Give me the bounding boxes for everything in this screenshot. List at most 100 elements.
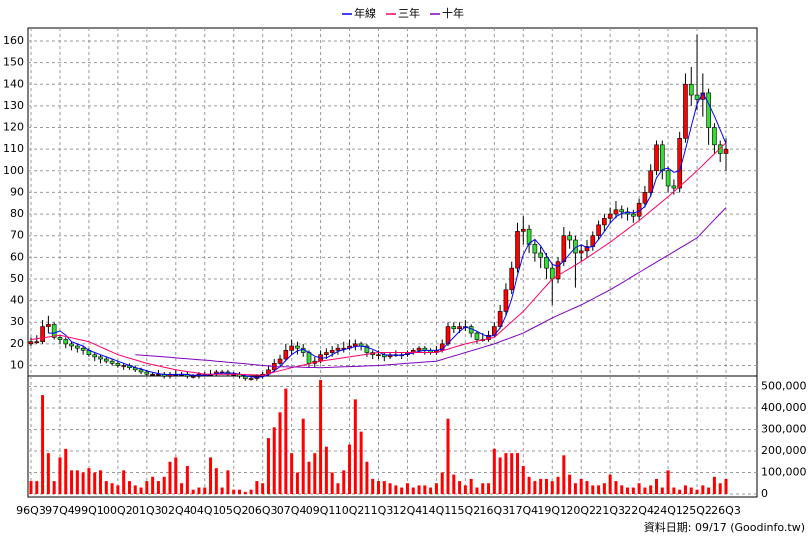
candle-body xyxy=(544,257,549,269)
candle-body xyxy=(376,354,381,356)
y-tick-label: 40 xyxy=(10,294,24,307)
volume-bar xyxy=(145,481,149,494)
legend-label: 三年 xyxy=(398,6,420,20)
y-tick-label: 60 xyxy=(10,250,24,263)
x-tick-label: 11Q3 xyxy=(364,504,394,517)
volume-bar xyxy=(666,470,670,494)
candle-body xyxy=(156,373,161,376)
volume-bar xyxy=(527,476,531,494)
volume-bar xyxy=(533,481,537,494)
x-tick-label: 00Q2 xyxy=(103,504,133,517)
candle-body xyxy=(723,148,729,154)
x-tick-label: 12Q4 xyxy=(393,504,423,517)
x-tick-label: 21Q3 xyxy=(595,504,625,517)
volume-bar xyxy=(371,478,375,494)
volume-bar xyxy=(487,483,491,494)
volume-bar xyxy=(411,487,415,494)
candle-body xyxy=(75,345,80,349)
volume-bar xyxy=(151,476,155,494)
candle-body xyxy=(457,326,462,330)
y-tick-label: 30 xyxy=(10,315,24,328)
x-tick-label: 16Q3 xyxy=(480,504,510,517)
volume-bar xyxy=(127,481,131,494)
x-tick-label: 22Q4 xyxy=(624,504,654,517)
candle-body xyxy=(121,365,126,367)
candle-body xyxy=(34,341,40,344)
volume-bar xyxy=(660,487,664,494)
volume-bar xyxy=(162,476,166,494)
volume-bar xyxy=(643,487,647,494)
volume-bar xyxy=(232,489,236,494)
legend-label: 年線 xyxy=(354,6,376,20)
volume-bar xyxy=(266,438,270,494)
candle-body xyxy=(503,289,509,312)
x-tick-label: 17Q4 xyxy=(508,504,538,517)
volume-bar xyxy=(423,485,427,494)
candle-body xyxy=(138,369,144,373)
y2-tick-label: 400,000 xyxy=(761,401,807,414)
volume-bar xyxy=(75,470,79,494)
volume-bar xyxy=(290,453,294,494)
y-tick-label: 140 xyxy=(3,77,24,90)
y2-tick-label: 500,000 xyxy=(761,379,807,392)
volume-bar xyxy=(707,487,711,494)
volume-bar xyxy=(608,474,612,494)
candle-body xyxy=(109,360,115,364)
y-tick-label: 50 xyxy=(10,272,24,285)
candle-body xyxy=(329,350,335,353)
volume-bar xyxy=(724,478,728,494)
volume-bar xyxy=(712,476,716,494)
volume-bar xyxy=(87,468,91,494)
candle-body xyxy=(57,337,63,340)
volume-bar xyxy=(434,483,438,494)
y2-tick-label: 300,000 xyxy=(761,422,807,435)
x-tick-label: 07Q4 xyxy=(277,504,307,517)
volume-bar xyxy=(295,472,299,494)
volume-bar xyxy=(110,483,114,494)
candle-body xyxy=(144,371,150,375)
volume-bar xyxy=(544,478,548,494)
x-tick-label: 97Q4 xyxy=(45,504,75,517)
candle-body xyxy=(694,94,700,100)
volume-bar xyxy=(678,489,682,494)
volume-bar xyxy=(550,481,554,494)
candle-body xyxy=(613,209,619,215)
x-tick-label: 24Q1 xyxy=(653,504,683,517)
candle-body xyxy=(683,83,688,139)
y-tick-label: 160 xyxy=(3,34,24,47)
volume-bar xyxy=(342,470,346,494)
volume-bar xyxy=(405,483,409,494)
y-tick-label: 130 xyxy=(3,99,24,112)
source-note: 資料日期: 09/17 (Goodinfo.tw) xyxy=(644,520,805,534)
candle-body xyxy=(364,345,370,353)
candle-body xyxy=(584,246,590,252)
y-tick-label: 100 xyxy=(3,164,24,177)
candle-body xyxy=(115,363,121,366)
volume-bar xyxy=(695,489,699,494)
volume-bar xyxy=(249,489,253,494)
volume-bar xyxy=(58,457,62,494)
y2-tick-label: 0 xyxy=(761,487,768,500)
volume-bar xyxy=(104,481,108,494)
candle-body xyxy=(335,347,341,351)
y2-tick-label: 100,000 xyxy=(761,465,807,478)
volume-bar xyxy=(475,487,479,494)
volume-bar xyxy=(133,485,137,494)
volume-bar xyxy=(492,448,496,494)
candle-body xyxy=(353,343,358,347)
volume-bar xyxy=(156,481,160,494)
x-tick-label: 05Q2 xyxy=(219,504,249,517)
candle-body xyxy=(642,192,648,204)
volume-bar xyxy=(272,427,276,494)
candle-body xyxy=(712,127,717,146)
volume-bar xyxy=(168,461,172,494)
volume-bar xyxy=(463,485,467,494)
volume-bar xyxy=(400,487,404,494)
volume-bar xyxy=(93,472,97,494)
x-tick-label: 09Q1 xyxy=(306,504,336,517)
volume-bar xyxy=(238,489,241,494)
volume-bar xyxy=(672,487,676,494)
volume-bar xyxy=(382,481,386,494)
volume-bar xyxy=(510,453,514,494)
